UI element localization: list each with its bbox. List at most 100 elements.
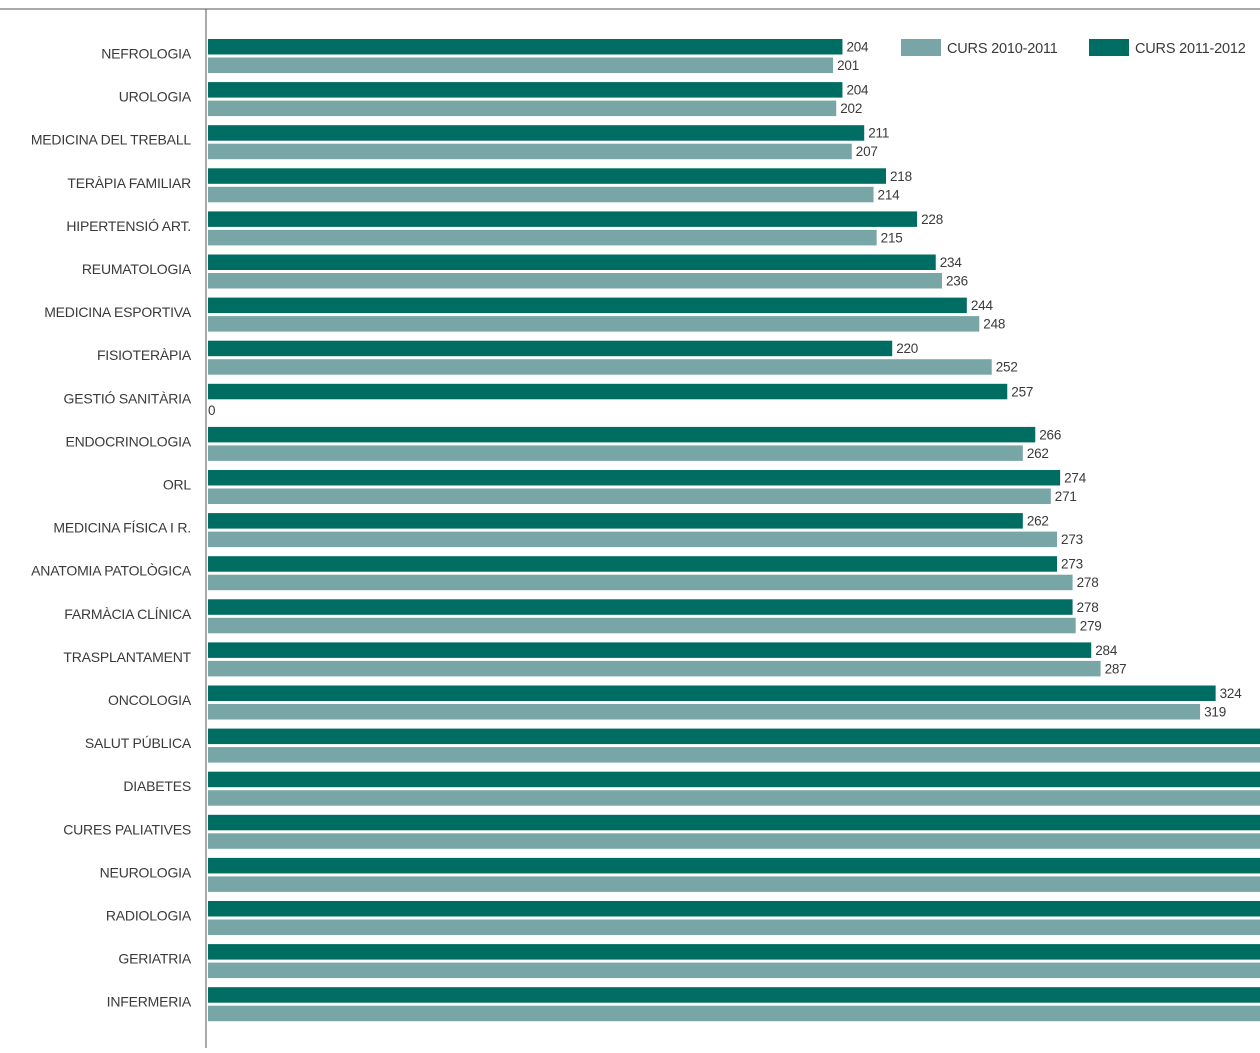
bar-curs-2011-2012-diabetes bbox=[208, 771, 1260, 788]
bar-curs-2010-2011-anatomia-patologica bbox=[208, 574, 1073, 591]
category-label-medicina-fisica-i-r: MEDICINA FÍSICA I R. bbox=[53, 520, 191, 536]
category-label-urologia: UROLOGIA bbox=[119, 89, 192, 105]
category-label-hipertensio-art: HIPERTENSIÓ ART. bbox=[66, 218, 191, 234]
value-label-curs-2011-2012-reumatologia: 234 bbox=[940, 255, 963, 270]
value-label-curs-2010-2011-terapia-familiar: 214 bbox=[878, 187, 901, 202]
value-label-curs-2011-2012-trasplantament: 284 bbox=[1095, 643, 1118, 658]
value-label-curs-2010-2011-gestio-sanitaria: 0 bbox=[208, 403, 215, 418]
category-label-salut-publica: SALUT PÚBLICA bbox=[85, 735, 192, 751]
bar-curs-2011-2012-trasplantament bbox=[208, 642, 1092, 658]
value-label-curs-2010-2011-farmacia-clinica: 279 bbox=[1080, 618, 1102, 633]
legend-swatch-curs-2010-2011 bbox=[901, 39, 941, 56]
bar-curs-2011-2012-gestio-sanitaria bbox=[208, 383, 1008, 400]
bar-curs-2011-2012-medicina-del-treball bbox=[208, 125, 865, 141]
value-label-curs-2011-2012-fisioterapia: 220 bbox=[896, 341, 918, 356]
bars-layer: NEFROLOGIA 204 201 UROLOGIA 204 202 MEDICINA D… bbox=[31, 39, 1260, 1022]
category-label-diabetes: DIABETES bbox=[123, 778, 191, 794]
value-label-curs-2011-2012-nefrologia: 204 bbox=[846, 40, 869, 55]
value-label-curs-2011-2012-medicina-fisica-i-r: 262 bbox=[1027, 514, 1049, 529]
value-label-curs-2010-2011-oncologia: 319 bbox=[1204, 705, 1226, 720]
value-label-curs-2010-2011-fisioterapia: 252 bbox=[996, 360, 1018, 375]
value-label-curs-2011-2012-oncologia: 324 bbox=[1220, 686, 1243, 701]
value-label-curs-2010-2011-medicina-del-treball: 207 bbox=[856, 144, 878, 159]
value-label-curs-2010-2011-nefrologia: 201 bbox=[837, 58, 859, 73]
category-label-neurologia: NEUROLOGIA bbox=[100, 864, 192, 880]
category-label-anatomia-patologica: ANATOMIA PATOLÒGICA bbox=[31, 563, 192, 579]
value-label-curs-2010-2011-urologia: 202 bbox=[840, 101, 862, 116]
bar-curs-2010-2011-reumatologia bbox=[208, 273, 942, 289]
bar-curs-2010-2011-nefrologia bbox=[208, 57, 834, 73]
value-label-curs-2010-2011-trasplantament: 287 bbox=[1105, 661, 1127, 676]
bar-curs-2011-2012-hipertensio-art bbox=[208, 211, 918, 227]
bar-curs-2011-2012-urologia bbox=[208, 82, 843, 98]
bar-curs-2011-2012-radiologia bbox=[208, 901, 1260, 917]
value-label-curs-2011-2012-terapia-familiar: 218 bbox=[890, 169, 912, 184]
category-label-medicina-del-treball: MEDICINA DEL TREBALL bbox=[31, 132, 192, 148]
value-label-curs-2010-2011-anatomia-patologica: 278 bbox=[1077, 575, 1099, 590]
value-label-curs-2011-2012-gestio-sanitaria: 257 bbox=[1011, 384, 1033, 399]
legend-swatch-curs-2011-2012 bbox=[1089, 39, 1129, 56]
bar-curs-2010-2011-cures-paliatives bbox=[208, 833, 1260, 849]
bar-curs-2011-2012-endocrinologia bbox=[208, 426, 1036, 443]
bar-curs-2010-2011-geriatria bbox=[208, 962, 1260, 979]
bar-curs-2010-2011-diabetes bbox=[208, 790, 1260, 806]
bar-curs-2011-2012-salut-publica bbox=[208, 728, 1260, 745]
bar-curs-2011-2012-cures-paliatives bbox=[208, 814, 1260, 831]
bar-curs-2010-2011-hipertensio-art bbox=[208, 229, 877, 246]
bar-curs-2010-2011-medicina-del-treball bbox=[208, 143, 852, 160]
category-label-reumatologia: REUMATOLOGIA bbox=[82, 261, 192, 277]
bar-curs-2010-2011-fisioterapia bbox=[208, 359, 992, 375]
value-label-curs-2010-2011-medicina-fisica-i-r: 273 bbox=[1061, 532, 1083, 547]
value-label-curs-2011-2012-urologia: 204 bbox=[846, 83, 869, 98]
bar-curs-2011-2012-infermeria bbox=[208, 987, 1260, 1003]
bar-curs-2010-2011-urologia bbox=[208, 100, 837, 117]
value-label-curs-2011-2012-hipertensio-art: 228 bbox=[921, 212, 943, 227]
legend-label-curs-2011-2012: CURS 2011-2012 bbox=[1135, 41, 1246, 57]
bar-curs-2011-2012-terapia-familiar bbox=[208, 168, 886, 184]
legend-label-curs-2010-2011: CURS 2010-2011 bbox=[947, 41, 1058, 57]
bar-curs-2010-2011-radiologia bbox=[208, 919, 1260, 935]
value-label-curs-2010-2011-orl: 271 bbox=[1055, 489, 1077, 504]
bar-curs-2010-2011-endocrinologia bbox=[208, 445, 1023, 461]
bar-curs-2010-2011-medicina-esportiva bbox=[208, 316, 980, 332]
bar-curs-2010-2011-infermeria bbox=[208, 1005, 1260, 1022]
bar-curs-2010-2011-orl bbox=[208, 488, 1051, 504]
bar-curs-2010-2011-trasplantament bbox=[208, 660, 1101, 677]
category-label-oncologia: ONCOLOGIA bbox=[108, 692, 192, 708]
bar-curs-2011-2012-medicina-fisica-i-r bbox=[208, 513, 1023, 529]
bar-curs-2011-2012-medicina-esportiva bbox=[208, 297, 967, 314]
value-label-curs-2010-2011-medicina-esportiva: 248 bbox=[983, 317, 1005, 332]
category-label-radiologia: RADIOLOGIA bbox=[106, 908, 192, 924]
category-label-medicina-esportiva: MEDICINA ESPORTIVA bbox=[44, 304, 192, 320]
category-label-endocrinologia: ENDOCRINOLOGIA bbox=[65, 433, 191, 449]
bar-curs-2011-2012-anatomia-patologica bbox=[208, 556, 1058, 572]
value-label-curs-2010-2011-hipertensio-art: 215 bbox=[881, 230, 903, 245]
category-label-geriatria: GERIATRIA bbox=[118, 951, 191, 967]
category-label-trasplantament: TRASPLANTAMENT bbox=[63, 649, 191, 665]
bar-curs-2011-2012-geriatria bbox=[208, 944, 1260, 960]
bar-curs-2011-2012-reumatologia bbox=[208, 254, 936, 270]
value-label-curs-2011-2012-farmacia-clinica: 278 bbox=[1077, 600, 1099, 615]
value-label-curs-2011-2012-endocrinologia: 266 bbox=[1039, 427, 1061, 442]
bar-curs-2010-2011-farmacia-clinica bbox=[208, 617, 1076, 634]
category-label-farmacia-clinica: FARMÀCIA CLÍNICA bbox=[64, 606, 192, 622]
bar-curs-2011-2012-neurologia bbox=[208, 857, 1260, 874]
value-label-curs-2011-2012-orl: 274 bbox=[1064, 471, 1087, 486]
category-label-fisioterapia: FISIOTERÀPIA bbox=[97, 347, 192, 363]
bar-curs-2011-2012-orl bbox=[208, 470, 1061, 486]
category-label-nefrologia: NEFROLOGIA bbox=[101, 46, 192, 62]
category-label-cures-paliatives: CURES PALIATIVES bbox=[63, 821, 191, 837]
value-label-curs-2010-2011-endocrinologia: 262 bbox=[1027, 446, 1049, 461]
bar-curs-2010-2011-medicina-fisica-i-r bbox=[208, 531, 1058, 548]
bar-curs-2011-2012-oncologia bbox=[208, 685, 1216, 701]
value-label-curs-2011-2012-anatomia-patologica: 273 bbox=[1061, 557, 1083, 572]
value-label-curs-2011-2012-medicina-esportiva: 244 bbox=[971, 298, 994, 313]
category-label-infermeria: INFERMERIA bbox=[107, 994, 192, 1010]
value-label-curs-2011-2012-medicina-del-treball: 211 bbox=[868, 126, 889, 141]
bar-curs-2010-2011-terapia-familiar bbox=[208, 186, 874, 203]
value-label-curs-2010-2011-reumatologia: 236 bbox=[946, 274, 968, 289]
bar-curs-2011-2012-nefrologia bbox=[208, 39, 843, 55]
category-label-orl: ORL bbox=[163, 477, 192, 493]
category-label-terapia-familiar: TERÀPIA FAMILIAR bbox=[67, 175, 191, 191]
